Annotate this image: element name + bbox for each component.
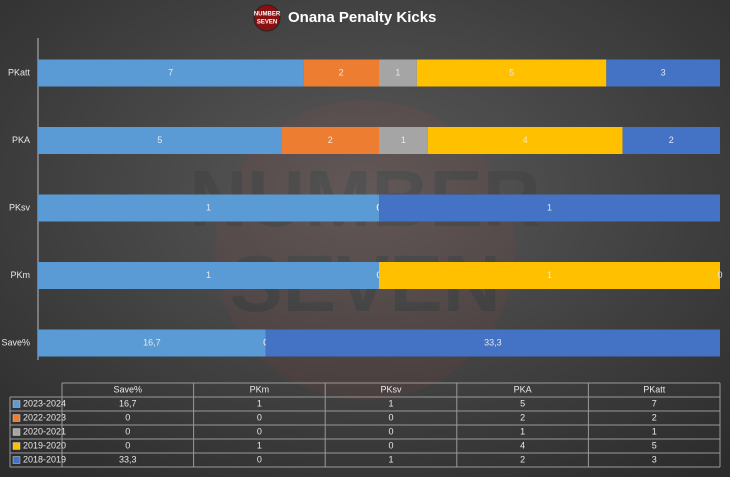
data-label: 1 [547, 270, 552, 280]
bar [303, 59, 379, 87]
data-label: 1 [206, 202, 211, 212]
table-cell: 1 [388, 454, 393, 464]
data-label: 0 [717, 270, 722, 280]
table-cell: 0 [257, 454, 262, 464]
data-label: 16,7 [143, 337, 161, 347]
table-header: PKatt [643, 384, 666, 394]
bar [427, 127, 623, 154]
bar [606, 59, 720, 87]
table-cell: 1 [257, 440, 262, 450]
watermark-circle [215, 100, 515, 400]
legend-swatch [12, 400, 21, 408]
table-cell: 0 [388, 440, 393, 450]
data-label: 1 [395, 67, 400, 77]
table-cell: 1 [257, 398, 262, 408]
logo-text: NUMBER [254, 12, 281, 18]
bar [379, 194, 720, 222]
table-cell: 0 [125, 426, 130, 436]
bar [379, 59, 417, 87]
data-label: 2 [669, 135, 674, 145]
table-cell: 5 [520, 398, 525, 408]
table-header: Save% [114, 384, 143, 394]
data-label: 33,3 [484, 337, 502, 347]
y-tick-label: PKA [12, 135, 30, 145]
bar [38, 194, 379, 222]
bar [379, 262, 720, 289]
data-label: 7 [168, 67, 173, 77]
table-cell: 1 [652, 426, 657, 436]
table-cell: 0 [257, 426, 262, 436]
table-header: PKA [514, 384, 532, 394]
bar [265, 329, 720, 357]
y-tick-label: PKsv [9, 202, 31, 212]
table-cell: 5 [652, 440, 657, 450]
legend-label: 2018-2019 [23, 454, 66, 464]
bar [38, 59, 304, 87]
table-cell: 0 [125, 440, 130, 450]
table-cell: 0 [388, 412, 393, 422]
table-cell: 16,7 [119, 398, 137, 408]
chart-title: Onana Penalty Kicks [288, 9, 436, 26]
y-tick-label: PKm [10, 270, 30, 280]
legend-label: 2022-2023 [23, 412, 66, 422]
table-cell: 33,3 [119, 454, 137, 464]
bar [416, 59, 607, 87]
table-header: PKsv [380, 384, 402, 394]
table-cell: 2 [520, 412, 525, 422]
bar [622, 127, 720, 154]
data-label: 1 [547, 202, 552, 212]
logo [253, 4, 281, 32]
table-cell: 0 [125, 412, 130, 422]
data-label: 5 [509, 67, 514, 77]
data-label: 3 [661, 67, 666, 77]
table-cell: 2 [520, 454, 525, 464]
table-cell: 2 [652, 412, 657, 422]
table-cell: 1 [388, 398, 393, 408]
legend-swatch [12, 414, 21, 422]
table-cell: 3 [652, 454, 657, 464]
bar [38, 262, 379, 289]
table-cell: 4 [520, 440, 525, 450]
data-label: 5 [157, 135, 162, 145]
legend-swatch [12, 442, 21, 450]
table-cell: 7 [652, 398, 657, 408]
legend-label: 2023-2024 [23, 398, 66, 408]
bar [281, 127, 379, 154]
legend-swatch [12, 456, 21, 464]
legend-label: 2019-2020 [23, 440, 66, 450]
data-label: 1 [206, 270, 211, 280]
data-label: 2 [339, 67, 344, 77]
logo-text: SEVEN [257, 20, 277, 26]
y-tick-label: Save% [1, 337, 30, 347]
table-header: PKm [250, 384, 270, 394]
bar [38, 329, 266, 357]
table-cell: 0 [388, 426, 393, 436]
table-cell: 0 [257, 412, 262, 422]
legend-swatch [12, 428, 21, 436]
legend-label: 2020-2021 [23, 426, 66, 436]
data-label: 4 [523, 135, 528, 145]
y-tick-label: PKatt [8, 67, 31, 77]
data-label: 1 [401, 135, 406, 145]
data-label: 2 [328, 135, 333, 145]
table-cell: 1 [520, 426, 525, 436]
bar [38, 127, 282, 154]
bar [379, 127, 428, 154]
